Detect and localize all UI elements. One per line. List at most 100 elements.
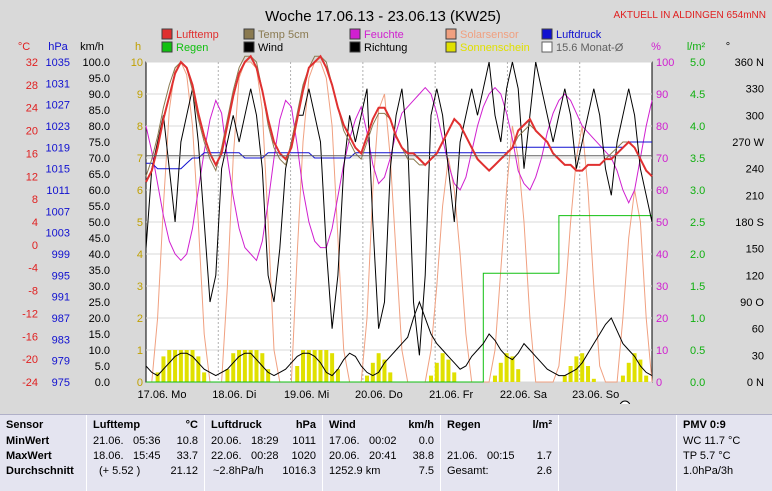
sunshine-bar bbox=[312, 350, 317, 382]
temp-tick-label: 16 bbox=[26, 148, 38, 160]
current-time-marker bbox=[619, 400, 631, 404]
stats-divider bbox=[440, 415, 441, 491]
stats-divider bbox=[86, 415, 87, 491]
stats-wind-unit: km/h bbox=[408, 419, 434, 431]
rain-tick-label: 0.0 bbox=[690, 377, 705, 389]
series-line-richtung bbox=[145, 61, 653, 356]
rain-tick-label: 0.5 bbox=[690, 345, 705, 357]
stats-luftdruck-column: Luftdruck hPa 20.06. 18:29 1011 22.06. 00:2… bbox=[205, 415, 322, 491]
hours-tick-label: 5 bbox=[137, 217, 143, 229]
hours-tick-label: 4 bbox=[137, 249, 143, 261]
wind-tick-label: 50.0 bbox=[89, 217, 110, 229]
direction-axis-header: ° bbox=[726, 41, 730, 53]
wind-tick-label: 40.0 bbox=[89, 249, 110, 261]
stats-lufttemp-unit: °C bbox=[185, 419, 198, 431]
sunshine-bar bbox=[237, 350, 242, 382]
hours-tick-label: 1 bbox=[137, 345, 143, 357]
temp-tick-label: -16 bbox=[22, 331, 38, 343]
stats-luftdruck-max-row: 22.06. 00:28 1020 bbox=[211, 450, 316, 464]
sunshine-bar bbox=[318, 350, 323, 382]
temp-axis-header: °C bbox=[18, 41, 30, 53]
stats-regen-header: Regen bbox=[447, 419, 481, 431]
pressure-axis-header: hPa bbox=[48, 41, 68, 53]
stats-time: 00:02 bbox=[369, 435, 397, 447]
pressure-tick-label: 983 bbox=[52, 334, 70, 346]
pressure-tick-label: 991 bbox=[52, 292, 70, 304]
pressure-tick-label: 1003 bbox=[46, 228, 70, 240]
pressure-tick-label: 1023 bbox=[46, 121, 70, 133]
stats-date: 20.06. bbox=[329, 450, 360, 462]
stats-value: 38.8 bbox=[412, 450, 434, 462]
wind-tick-label: 25.0 bbox=[89, 297, 110, 309]
percent-tick-label: 50 bbox=[656, 217, 668, 229]
stats-value: 2.6 bbox=[536, 465, 552, 477]
stats-max-label: MaxWert bbox=[6, 450, 52, 462]
sunshine-bar bbox=[190, 350, 195, 382]
data-marks bbox=[145, 54, 653, 383]
stats-empty-column bbox=[559, 415, 676, 491]
percent-tick-label: 70 bbox=[656, 153, 668, 165]
pressure-tick-label: 1035 bbox=[46, 57, 70, 69]
legend-label: Luftdruck bbox=[556, 29, 602, 41]
temp-tick-label: 24 bbox=[26, 103, 38, 115]
sunshine-bar bbox=[301, 350, 306, 382]
wind-tick-label: 65.0 bbox=[89, 169, 110, 181]
direction-tick-label: 360 N bbox=[735, 57, 764, 69]
wind-tick-label: 35.0 bbox=[89, 265, 110, 277]
pressure-tick-label: 1015 bbox=[46, 164, 70, 176]
wind-tick-label: 20.0 bbox=[89, 313, 110, 325]
hours-tick-label: 9 bbox=[137, 89, 143, 101]
pressure-tick-label: 1027 bbox=[46, 100, 70, 112]
wind-tick-label: 90.0 bbox=[89, 89, 110, 101]
stats-divider bbox=[676, 415, 677, 491]
sunshine-bar bbox=[388, 372, 393, 382]
direction-tick-label: 270 W bbox=[732, 137, 764, 149]
temp-tick-label: 0 bbox=[32, 240, 38, 252]
wind-tick-label: 70.0 bbox=[89, 153, 110, 165]
stats-value: 21.12 bbox=[170, 465, 198, 477]
sunshine-bar bbox=[452, 372, 457, 382]
sunshine-bar bbox=[295, 366, 300, 382]
sunshine-bar bbox=[184, 350, 189, 382]
sunshine-bar bbox=[376, 353, 381, 382]
stats-date: 22.06. bbox=[211, 450, 242, 462]
rain-axis-header: l/m² bbox=[687, 41, 706, 53]
stats-time: 18:29 bbox=[251, 435, 279, 447]
hours-tick-label: 3 bbox=[137, 281, 143, 293]
pressure-tick-label: 995 bbox=[52, 270, 70, 282]
stats-time: 00:15 bbox=[487, 450, 515, 462]
series-line-lufttemp bbox=[145, 54, 653, 183]
temp-tick-label: 20 bbox=[26, 126, 38, 138]
direction-tick-label: 150 bbox=[746, 244, 764, 256]
sunshine-bar bbox=[365, 375, 370, 382]
sunshine-bar bbox=[591, 378, 596, 382]
chart-legend: Lufttemp Temp 5cm Feuchte Solarsensor Luftdr… bbox=[161, 28, 624, 54]
stats-value: 1016.3 bbox=[282, 465, 316, 477]
sunshine-bar bbox=[428, 375, 433, 382]
rain-tick-label: 2.5 bbox=[690, 217, 705, 229]
percent-tick-label: 10 bbox=[656, 345, 668, 357]
sunshine-bar bbox=[382, 359, 387, 382]
sunshine-bar bbox=[260, 353, 265, 382]
sunshine-bar bbox=[306, 350, 311, 382]
stats-total-label: Gesamt: bbox=[447, 465, 489, 477]
stats-luftdruck-min-row: 20.06. 18:29 1011 bbox=[211, 435, 316, 449]
sunshine-bar bbox=[370, 362, 375, 382]
series-line-solarsensor bbox=[146, 61, 653, 383]
pressure-tick-label: 979 bbox=[52, 356, 70, 368]
wind-tick-label: 0.0 bbox=[95, 377, 110, 389]
stats-regen-max-row: 21.06. 00:15 1.7 bbox=[447, 450, 552, 464]
stats-luftdruck-unit: hPa bbox=[295, 419, 316, 431]
legend-swatch bbox=[349, 41, 361, 53]
stats-value: 1011 bbox=[292, 435, 316, 447]
temp-tick-label: 32 bbox=[26, 57, 38, 69]
wind-tick-label: 100.0 bbox=[82, 57, 110, 69]
sunshine-bar bbox=[568, 366, 573, 382]
stats-wind-header: Wind bbox=[329, 419, 356, 431]
rain-tick-label: 1.0 bbox=[690, 313, 705, 325]
wind-tick-label: 45.0 bbox=[89, 233, 110, 245]
stats-pmv-column: PMV 0:9 WC 11.7 °C TP 5.7 °C 1.0hPa/3h bbox=[677, 415, 772, 491]
sunshine-bar bbox=[248, 350, 253, 382]
wind-tick-label: 55.0 bbox=[89, 201, 110, 213]
percent-tick-label: 0 bbox=[656, 377, 662, 389]
